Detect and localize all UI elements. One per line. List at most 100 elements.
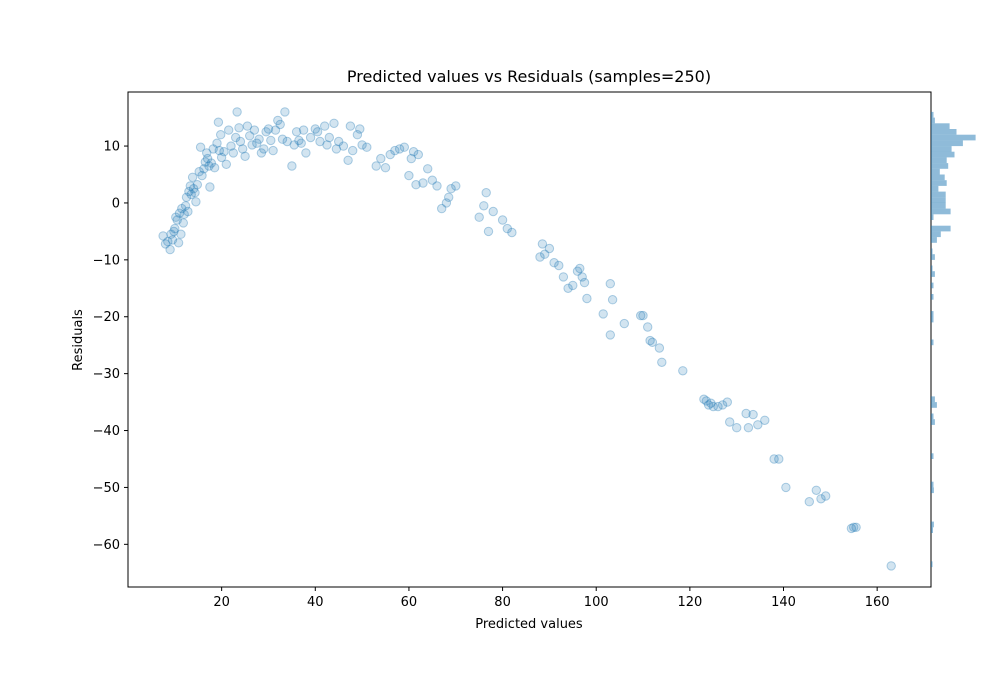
data-point	[254, 134, 264, 144]
data-point	[294, 135, 304, 146]
histogram-bar	[931, 237, 937, 243]
data-point	[699, 394, 709, 404]
scatter-points	[158, 107, 896, 571]
data-point	[701, 396, 711, 406]
data-point	[331, 144, 342, 154]
histogram-bar	[931, 134, 976, 141]
data-point	[568, 280, 578, 291]
data-point	[209, 163, 220, 173]
data-point	[497, 215, 508, 225]
data-point	[202, 153, 213, 164]
data-point	[537, 239, 548, 249]
histogram-bar	[931, 453, 934, 459]
data-point	[540, 249, 550, 259]
data-point	[760, 415, 770, 425]
histogram-bar	[931, 271, 935, 277]
data-point	[176, 229, 186, 239]
histogram-bar	[931, 123, 950, 129]
histogram-bar	[931, 396, 935, 403]
data-point	[748, 409, 758, 420]
data-point	[167, 235, 178, 245]
data-point	[507, 227, 517, 238]
data-point	[200, 157, 211, 167]
histogram-bar	[931, 419, 935, 425]
data-point	[287, 161, 297, 171]
data-point	[657, 357, 667, 367]
plot-frame	[127, 91, 932, 588]
data-point	[187, 172, 198, 183]
data-point	[451, 181, 461, 191]
histogram-bar	[931, 294, 934, 300]
data-point	[575, 263, 585, 274]
data-point	[216, 152, 227, 163]
data-point	[195, 142, 206, 152]
data-point	[228, 148, 239, 158]
x-tick-label: 140	[771, 595, 796, 610]
data-point	[605, 330, 615, 340]
histogram-bar	[931, 254, 935, 260]
data-point	[183, 206, 193, 217]
data-point	[418, 178, 428, 188]
data-point	[577, 272, 587, 282]
histogram-bar	[931, 265, 933, 272]
data-point	[310, 124, 320, 134]
data-point	[256, 148, 267, 158]
data-point	[582, 293, 592, 304]
data-point	[598, 309, 608, 319]
data-point	[774, 454, 784, 464]
histogram-bar	[931, 111, 934, 118]
data-point	[849, 522, 859, 532]
data-point	[214, 145, 225, 156]
data-point	[270, 125, 281, 135]
data-point	[636, 310, 646, 321]
data-point	[732, 423, 742, 433]
data-point	[437, 203, 447, 214]
y-tick-label: −20	[93, 310, 120, 325]
data-point	[322, 140, 332, 150]
data-point	[238, 144, 248, 154]
x-axis-ticks: 20 40 60 80 100 120 140 160	[213, 587, 890, 610]
data-point	[259, 144, 269, 154]
data-point	[544, 243, 555, 254]
data-point	[811, 485, 821, 495]
data-point	[579, 277, 590, 288]
data-point	[769, 454, 779, 464]
data-point	[411, 180, 421, 190]
data-point	[357, 140, 367, 150]
data-point	[488, 206, 498, 217]
histogram-bar	[931, 208, 951, 215]
histogram-bar	[931, 282, 934, 289]
data-point	[479, 201, 489, 211]
data-point	[273, 115, 283, 126]
data-point	[205, 182, 215, 192]
y-tick-label: −50	[93, 481, 120, 496]
data-point	[851, 522, 861, 532]
y-tick-label: −10	[93, 253, 120, 268]
data-point	[483, 226, 494, 237]
data-point	[289, 140, 299, 150]
data-point	[619, 318, 629, 329]
y-axis-label: Residuals	[71, 309, 86, 371]
data-point	[413, 149, 423, 160]
data-point	[158, 231, 168, 241]
data-point	[804, 497, 814, 507]
data-point	[249, 125, 260, 135]
data-point	[846, 523, 857, 534]
x-tick-label: 160	[865, 595, 890, 610]
data-point	[169, 226, 179, 237]
data-point	[234, 123, 244, 133]
data-point	[165, 244, 175, 255]
data-point	[348, 145, 358, 156]
data-point	[741, 408, 751, 419]
data-point	[204, 161, 214, 171]
data-point	[206, 158, 217, 168]
data-point	[192, 180, 203, 190]
histogram-bar	[931, 163, 949, 169]
data-point	[268, 145, 278, 156]
data-point	[296, 138, 306, 148]
histogram-bar	[931, 521, 934, 528]
data-point	[345, 121, 356, 131]
histogram-bar	[931, 339, 934, 346]
data-point	[191, 197, 201, 207]
data-point	[266, 135, 276, 146]
